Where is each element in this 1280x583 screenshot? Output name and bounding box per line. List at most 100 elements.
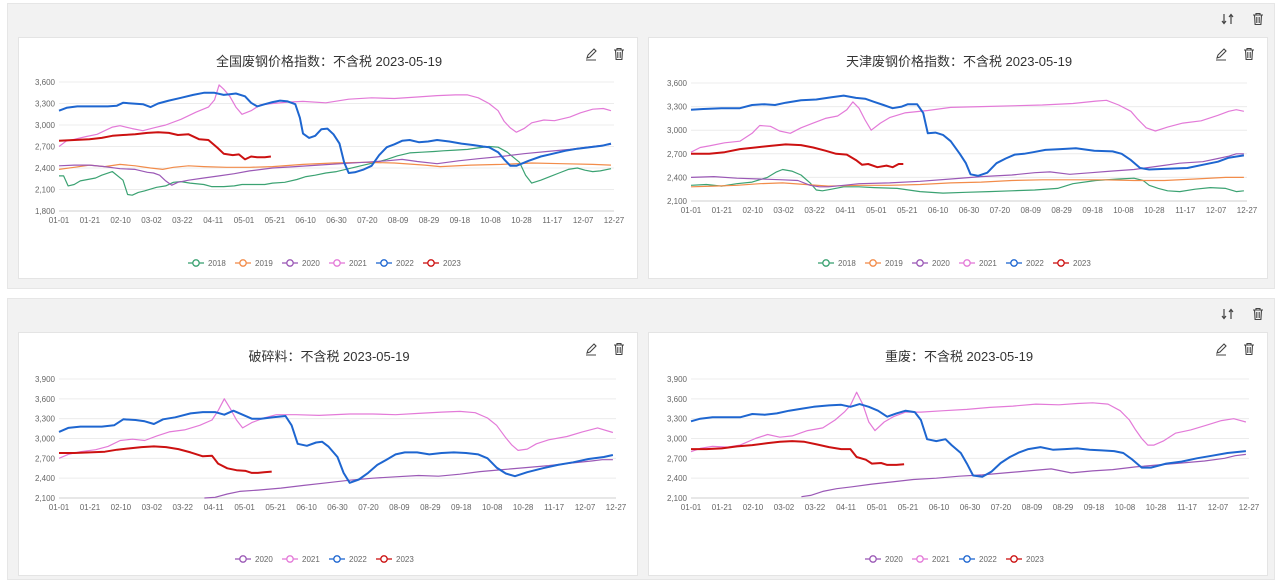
chart-title: 破碎料：不含税 2023-05-19 (248, 349, 410, 364)
legend-item-2020[interactable]: 2020 (912, 259, 950, 268)
series-line-2022 (690, 94, 1245, 177)
legend-item-2021[interactable]: 2021 (912, 555, 950, 564)
legend-item-2021[interactable]: 2021 (329, 259, 367, 268)
x-tick-label: 11-17 (542, 216, 562, 225)
x-tick-label: 03-02 (774, 503, 795, 512)
x-tick-label: 12-27 (604, 216, 625, 225)
legend-item-2018[interactable]: 2018 (188, 259, 226, 268)
y-tick-label: 2,100 (35, 186, 56, 195)
legend-item-2020[interactable]: 2020 (282, 259, 320, 268)
x-tick-label: 03-02 (141, 216, 162, 225)
x-tick-label: 08-29 (419, 216, 440, 225)
trash-icon[interactable] (1250, 11, 1266, 27)
legend-marker (380, 259, 388, 267)
x-tick-label: 01-01 (49, 216, 70, 225)
legend-marker (822, 259, 830, 267)
y-tick-label: 3,300 (667, 415, 688, 424)
x-tick-label: 06-10 (295, 216, 316, 225)
x-tick-label: 10-08 (1113, 206, 1134, 215)
series-line-2021 (58, 398, 614, 459)
legend-item-2021[interactable]: 2021 (282, 555, 320, 564)
legend-label: 2022 (1026, 259, 1044, 268)
legend-item-2022[interactable]: 2022 (376, 259, 414, 268)
series-line-2020 (690, 153, 1244, 188)
x-tick-label: 06-30 (960, 503, 981, 512)
series-line-2020 (801, 453, 1246, 498)
x-tick-label: 12-07 (1208, 503, 1229, 512)
y-tick-label: 2,700 (35, 143, 56, 152)
x-tick-label: 02-10 (743, 503, 764, 512)
pencil-icon[interactable] (583, 341, 599, 357)
pencil-icon[interactable] (583, 46, 599, 62)
x-tick-label: 08-09 (1022, 503, 1043, 512)
sort-arrows-icon[interactable] (1220, 11, 1236, 27)
y-tick-label: 3,300 (35, 100, 56, 109)
chart-card-heavy: 重废：不含税 2023-05-19 2,100 2,400 2,700 3,000 3,… (648, 332, 1268, 576)
y-tick-label: 3,900 (35, 375, 56, 384)
x-tick-label: 05-01 (234, 216, 255, 225)
x-tick-label: 09-18 (1082, 206, 1103, 215)
x-tick-label: 03-22 (172, 216, 193, 225)
x-tick-label: 03-22 (805, 503, 826, 512)
pencil-icon[interactable] (1213, 341, 1229, 357)
legend-item-2020[interactable]: 2020 (235, 555, 273, 564)
legend-marker (963, 555, 971, 563)
trash-icon[interactable] (1250, 306, 1266, 322)
legend-label: 2020 (885, 555, 903, 564)
x-tick-label: 11-17 (544, 503, 564, 512)
x-tick-label: 04-11 (836, 206, 856, 215)
legend-item-2023[interactable]: 2023 (1053, 259, 1091, 268)
x-tick-label: 08-29 (420, 503, 441, 512)
legend-marker (869, 259, 877, 267)
y-tick-label: 2,100 (667, 197, 688, 206)
x-tick-label: 03-22 (804, 206, 825, 215)
x-tick-label: 08-09 (1021, 206, 1042, 215)
x-tick-label: 04-11 (836, 503, 856, 512)
trash-icon[interactable] (611, 341, 627, 357)
legend-item-2021[interactable]: 2021 (959, 259, 997, 268)
legend-item-2023[interactable]: 2023 (423, 259, 461, 268)
pencil-icon[interactable] (1213, 46, 1229, 62)
trash-icon[interactable] (1241, 341, 1257, 357)
legend-label: 2021 (979, 259, 997, 268)
legend-item-2019[interactable]: 2019 (235, 259, 273, 268)
legend-item-2022[interactable]: 2022 (959, 555, 997, 564)
legend-item-2022[interactable]: 2022 (1006, 259, 1044, 268)
legend-marker (286, 555, 294, 563)
y-tick-label: 3,000 (35, 121, 56, 130)
legend-label: 2022 (396, 259, 414, 268)
series-line-2021 (690, 99, 1245, 153)
x-tick-label: 03-22 (173, 503, 194, 512)
sort-arrows-icon[interactable] (1220, 306, 1236, 322)
legend-item-2023[interactable]: 2023 (1006, 555, 1044, 564)
x-tick-label: 07-20 (358, 503, 379, 512)
y-tick-label: 3,600 (35, 78, 56, 87)
legend-item-2023[interactable]: 2023 (376, 555, 414, 564)
legend-item-2019[interactable]: 2019 (865, 259, 903, 268)
legend-label: 2022 (979, 555, 997, 564)
trash-icon[interactable] (611, 46, 627, 62)
x-tick-label: 05-21 (897, 206, 918, 215)
legend-item-2018[interactable]: 2018 (818, 259, 856, 268)
legend-label: 2023 (396, 555, 414, 564)
trash-icon[interactable] (1241, 46, 1257, 62)
x-tick-label: 03-02 (773, 206, 794, 215)
legend-label: 2023 (1073, 259, 1091, 268)
x-tick-label: 09-18 (451, 503, 472, 512)
legend-marker (239, 259, 247, 267)
legend-label: 2023 (443, 259, 461, 268)
x-tick-label: 05-21 (898, 503, 919, 512)
chart-group-1: 全国废钢价格指数：不含税 2023-05-19 1,800 2,100 2,400 2… (7, 3, 1275, 289)
y-tick-label: 3,600 (35, 395, 56, 404)
chart-title: 全国废钢价格指数：不含税 2023-05-19 (215, 54, 443, 69)
legend-item-2020[interactable]: 2020 (865, 555, 903, 564)
x-tick-label: 06-30 (327, 503, 348, 512)
y-tick-label: 2,700 (667, 454, 688, 463)
series-line-2023 (691, 440, 905, 466)
legend-item-2022[interactable]: 2022 (329, 555, 367, 564)
legend-label: 2023 (1026, 555, 1044, 564)
x-tick-label: 01-21 (80, 503, 101, 512)
x-tick-label: 07-20 (990, 206, 1011, 215)
card-tools (583, 341, 627, 357)
x-tick-label: 10-28 (1144, 206, 1165, 215)
